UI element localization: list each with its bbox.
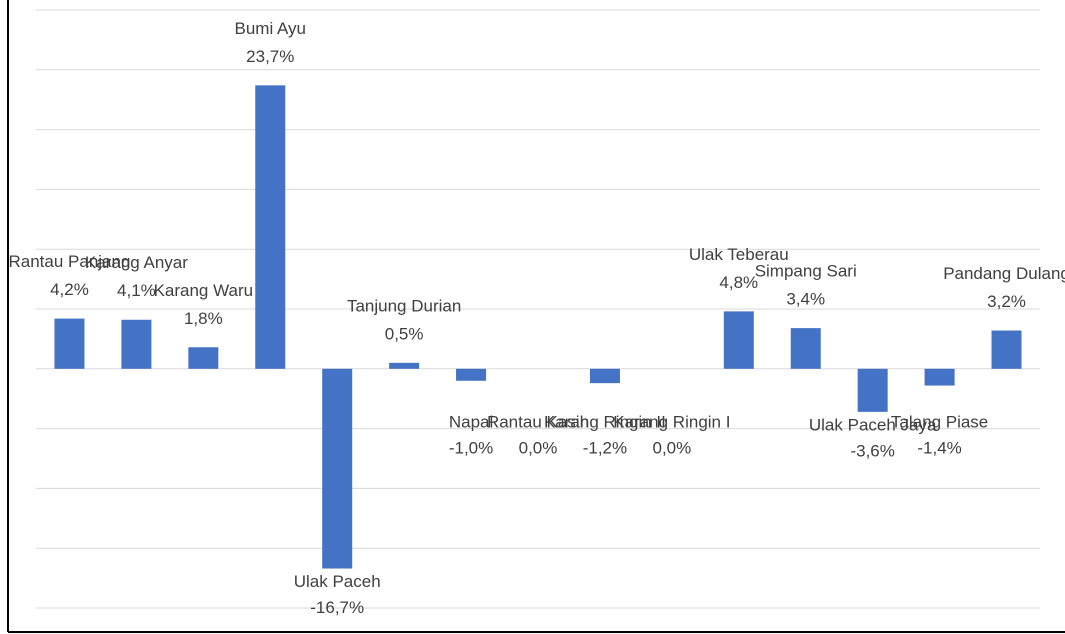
value-label: 23,7% <box>246 47 294 66</box>
category-label: Karang Ringin II <box>544 412 666 431</box>
value-label: -1,4% <box>917 438 961 457</box>
bar <box>54 318 85 369</box>
category-label: Napal <box>449 412 493 431</box>
category-label: Karang Ringin I <box>613 412 730 431</box>
value-label: 0,5% <box>385 324 424 343</box>
value-label: 4,8% <box>719 273 758 292</box>
bar <box>790 328 821 369</box>
category-label: Rantau Panjang <box>8 252 130 271</box>
category-label: Ulak Paceh <box>294 572 381 591</box>
bar <box>991 330 1022 369</box>
value-label: -1,2% <box>583 438 627 457</box>
category-label: Ulak Paceh Jaya <box>809 415 937 434</box>
bar <box>121 319 152 369</box>
category-label: Karang Anyar <box>85 253 188 272</box>
category-label: Ulak Teberau <box>689 245 789 264</box>
bar <box>857 368 888 412</box>
category-label: Karang Waru <box>154 281 254 300</box>
bar <box>188 347 219 369</box>
category-label: Rantau Kasih <box>487 412 589 431</box>
category-label: Bumi Ayu <box>235 19 307 38</box>
bar <box>389 362 420 369</box>
value-label: 0,0% <box>652 438 691 457</box>
value-label: 3,4% <box>786 290 825 309</box>
value-label: 4,2% <box>50 280 89 299</box>
value-label: -16,7% <box>310 598 364 617</box>
value-label: 4,1% <box>117 281 156 300</box>
value-label: 0,0% <box>519 438 558 457</box>
category-label: Simpang Sari <box>755 262 857 281</box>
bar <box>924 368 955 386</box>
value-label: -1,0% <box>449 438 493 457</box>
bar <box>589 368 620 384</box>
bar <box>723 311 754 369</box>
bar <box>255 85 286 369</box>
value-label: -3,6% <box>850 441 894 460</box>
value-label: 3,2% <box>987 292 1026 311</box>
category-label: Pandang Dulang <box>943 264 1065 283</box>
bar <box>456 368 487 381</box>
value-label: 1,8% <box>184 309 223 328</box>
bar <box>322 368 353 569</box>
category-label: Talang Piase <box>891 412 988 431</box>
category-label: Tanjung Durian <box>347 296 461 315</box>
